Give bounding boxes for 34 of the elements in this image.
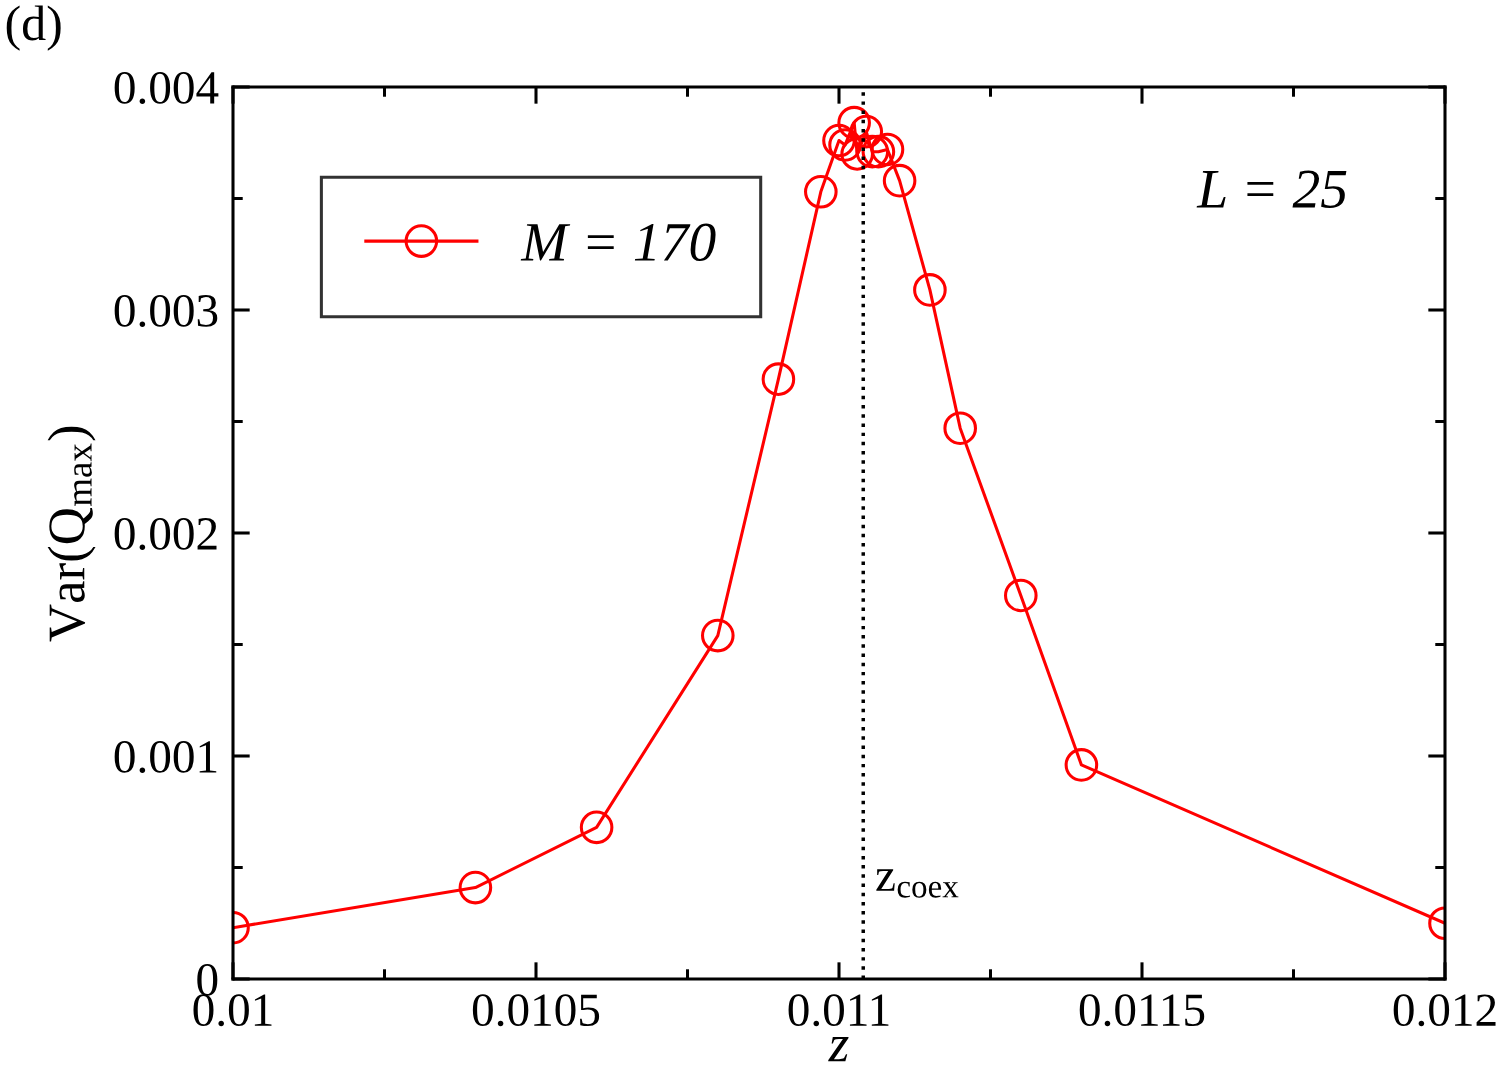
x-tick-label: 0.011 — [788, 994, 889, 1027]
annotation: L = 25 — [1196, 170, 1347, 208]
point — [804, 175, 838, 209]
point — [855, 134, 890, 169]
text: (d) — [6, 5, 61, 51]
x-tick-label: 0.0105 — [472, 994, 600, 1027]
x-tick-label: 0.01 — [193, 994, 272, 1027]
point — [882, 163, 917, 198]
point — [579, 810, 614, 845]
point — [828, 128, 862, 162]
y-tick-label: 0.003 — [114, 294, 218, 328]
point — [837, 105, 871, 140]
point — [700, 618, 735, 653]
point — [1064, 748, 1099, 782]
y-tick-label: 0.002 — [114, 517, 217, 551]
point — [1003, 578, 1038, 613]
x-axis-title: z — [828, 1037, 849, 1062]
point — [861, 134, 896, 169]
x-tick-label: 0.012 — [1393, 994, 1496, 1027]
point — [870, 132, 905, 167]
y-axis-title: Var(Q$_{max}$) — [47, 426, 96, 642]
point — [840, 137, 874, 171]
y-tick-label: 0.004 — [114, 71, 219, 105]
y-tick-label: 0.001 — [114, 740, 217, 774]
point — [849, 114, 884, 149]
x-tick-label: 0.0115 — [1079, 994, 1205, 1027]
ref-line-label: z$_{coex}$ — [876, 869, 959, 898]
point — [822, 123, 856, 158]
point — [458, 870, 493, 905]
point — [943, 411, 978, 445]
point — [913, 273, 947, 307]
legend-label: M = 170 — [520, 223, 716, 262]
y-tick-label: 0 — [197, 963, 218, 996]
point — [761, 362, 796, 396]
